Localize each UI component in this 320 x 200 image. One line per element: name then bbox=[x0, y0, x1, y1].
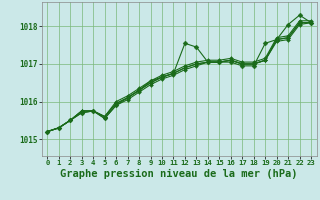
X-axis label: Graphe pression niveau de la mer (hPa): Graphe pression niveau de la mer (hPa) bbox=[60, 169, 298, 179]
